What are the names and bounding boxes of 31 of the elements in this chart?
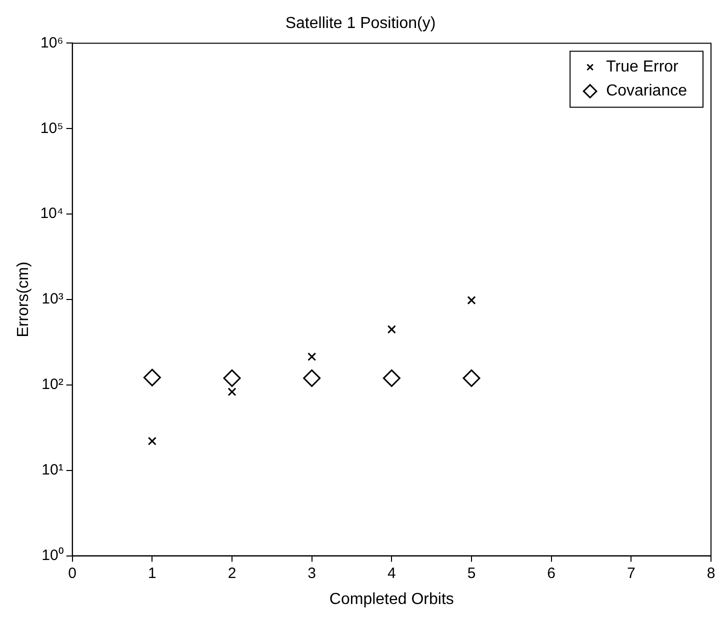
point [143, 368, 161, 386]
x-tick-label: 3 [308, 564, 316, 582]
point [462, 369, 480, 387]
x-tick-label: 8 [706, 564, 716, 582]
y-tick-label: 10² [42, 376, 64, 394]
legend-label: Covariance [606, 82, 688, 100]
point [223, 369, 241, 387]
y-axis-title: Errors(cm) [15, 262, 32, 338]
y-tick-label: 10⁰ [42, 546, 64, 564]
y-tick-label: 10³ [42, 290, 64, 308]
y-tick-label: 10¹ [42, 462, 64, 479]
x-tick-label: 6 [547, 564, 556, 582]
x-tick-label: 2 [228, 564, 236, 582]
x-tick-label: 7 [626, 564, 636, 582]
y-tick-label: 10⁴ [40, 205, 64, 222]
point [303, 369, 321, 387]
y-tick-label: 10⁶ [40, 34, 64, 52]
x-tick-label: 5 [467, 564, 476, 582]
chart-title: Satellite 1 Position(y) [285, 15, 436, 32]
point [382, 369, 400, 387]
point [228, 388, 236, 396]
point [467, 296, 476, 305]
x-tick-label: 1 [148, 564, 156, 582]
y-tick-label: 10⁵ [40, 120, 64, 137]
x-axis-title: Completed Orbits [329, 590, 454, 608]
x-tick-label: 0 [68, 564, 76, 582]
point [308, 352, 316, 361]
point [387, 325, 396, 334]
x-tick-label: 4 [387, 564, 396, 582]
point [148, 436, 156, 446]
legend-label: True Error [606, 58, 680, 76]
